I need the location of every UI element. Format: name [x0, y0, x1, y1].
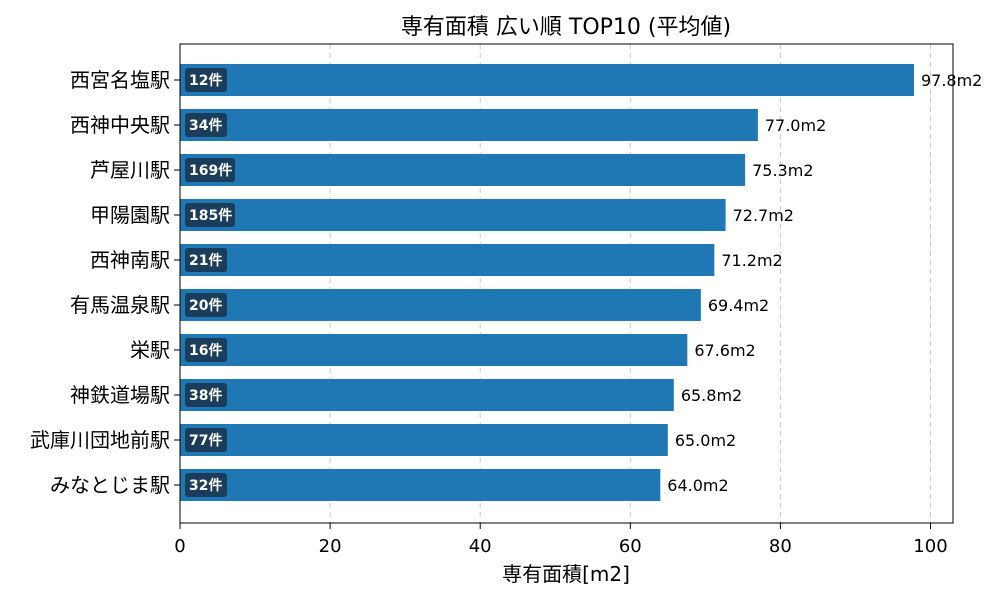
value-label: 75.3m2: [752, 161, 813, 180]
count-text: 38件: [189, 387, 222, 404]
count-badge: [185, 473, 227, 497]
y-tick-label: 有馬温泉駅: [70, 293, 170, 317]
bar: [180, 154, 746, 186]
bar: [180, 244, 715, 276]
count-text: 20件: [189, 297, 222, 314]
x-tick-label: 0: [174, 536, 185, 557]
chart-title: 専有面積 広い順 TOP10 (平均値): [401, 15, 731, 40]
value-label: 71.2m2: [721, 251, 782, 270]
x-tick-label: 40: [469, 536, 492, 557]
x-axis: 0 20 40 60 80 100: [174, 523, 948, 557]
bar: [180, 199, 726, 231]
count-badge: [185, 338, 227, 362]
bar: [180, 424, 668, 456]
value-label: 69.4m2: [708, 296, 769, 315]
value-label: 72.7m2: [733, 206, 794, 225]
count-badge: [185, 68, 227, 92]
count-badge: [185, 113, 227, 137]
y-tick-label: 西宮名塩駅: [70, 68, 170, 92]
count-badge: [185, 158, 235, 182]
count-text: 34件: [189, 117, 222, 134]
count-text: 185件: [189, 207, 232, 224]
count-badge: [185, 248, 227, 272]
value-label: 97.8m2: [921, 71, 982, 90]
count-badge: [185, 203, 235, 227]
count-badge: [185, 293, 227, 317]
plot-frame: [179, 43, 954, 524]
y-tick-label: 甲陽園駅: [90, 203, 170, 227]
count-text: 169件: [189, 162, 232, 179]
y-tick-label: みなとじま駅: [50, 473, 170, 497]
y-tick-label: 武庫川団地前駅: [30, 428, 170, 452]
bar: [180, 379, 674, 411]
value-label: 64.0m2: [667, 476, 728, 495]
count-text: 77件: [189, 432, 222, 449]
bar: [180, 334, 688, 366]
value-label: 65.0m2: [675, 431, 736, 450]
y-tick-label: 西神南駅: [90, 248, 170, 272]
bar: [180, 64, 914, 96]
x-tick-label: 80: [769, 536, 792, 557]
x-axis-label: 専有面積[m2]: [502, 562, 630, 586]
y-tick-label: 芦屋川駅: [90, 158, 170, 182]
x-tick-label: 60: [619, 536, 642, 557]
count-badge: [185, 383, 227, 407]
y-tick-label: 栄駅: [130, 338, 170, 362]
bars: 97.8m2 12件 77.0m2 34件 75.3m2 169件 72.7m2 185件 71…: [180, 64, 982, 501]
value-label: 65.8m2: [681, 386, 742, 405]
count-text: 12件: [189, 72, 222, 89]
y-axis: 西宮名塩駅西神中央駅芦屋川駅甲陽園駅西神南駅有馬温泉駅栄駅神鉄道場駅武庫川団地前…: [30, 68, 180, 497]
bar: [180, 109, 758, 141]
y-tick-label: 神鉄道場駅: [70, 383, 170, 407]
value-label: 67.6m2: [694, 341, 755, 360]
x-tick-label: 20: [319, 536, 342, 557]
count-text: 21件: [189, 252, 222, 269]
value-label: 77.0m2: [765, 116, 826, 135]
bar: [180, 469, 661, 501]
x-tick-label: 100: [913, 536, 947, 557]
bar: [180, 289, 701, 321]
count-text: 16件: [189, 342, 222, 359]
count-badge: [185, 428, 227, 452]
y-tick-label: 西神中央駅: [70, 113, 170, 137]
count-text: 32件: [189, 477, 222, 494]
